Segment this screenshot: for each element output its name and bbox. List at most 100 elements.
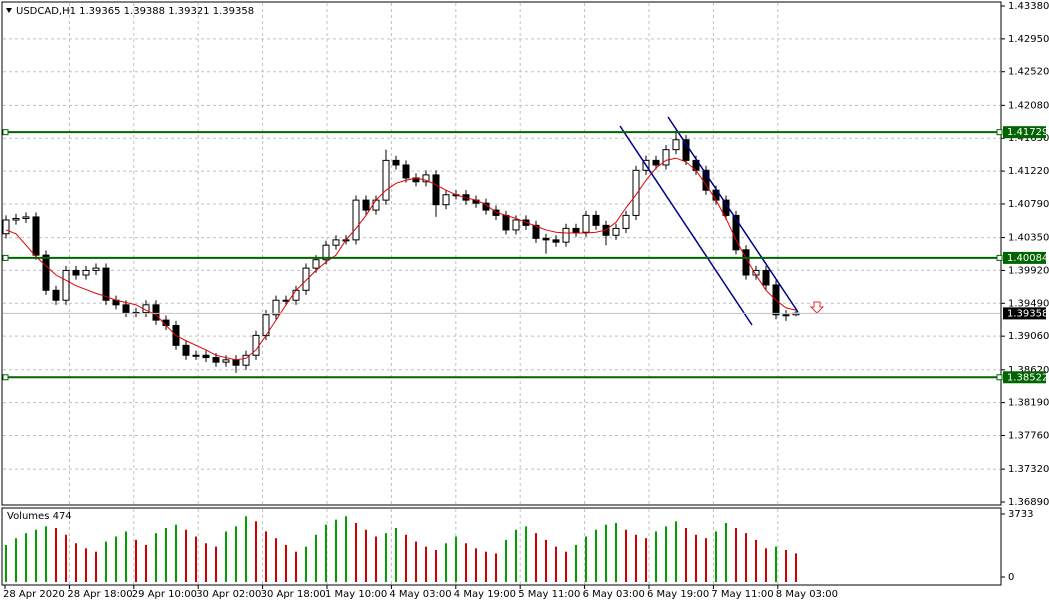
y-tick-label: 1.36890 [1008,497,1049,508]
candle-body [212,357,220,363]
candle-body [32,216,40,256]
candle-body [372,199,380,211]
x-tick-label: 30 Apr 02:00 [196,589,261,600]
price-panel [1,1,1002,506]
candle-body [232,359,240,366]
chart-title: USDCAD,H1 1.39365 1.39388 1.39321 1.3935… [16,6,254,17]
level-handle [996,254,1003,261]
grid [3,3,1000,584]
level-label: 1.38522 [1007,372,1048,383]
level-label: 1.40084 [1007,253,1048,264]
candle-body [542,237,550,241]
candle-body [392,159,400,166]
candle-body [422,174,430,183]
y-tick-label: 1.39920 [1008,265,1049,276]
candle-body [242,354,250,366]
candle-body [62,269,70,301]
y-tick-label: 1.41220 [1008,166,1049,177]
marks [2,130,800,582]
moving-average [5,157,797,361]
y-tick-label: 1.38620 [1008,365,1049,376]
candle-body [562,227,570,243]
x-tick-label: 4 May 03:00 [389,589,451,600]
candle-body [612,227,620,236]
candle-body [632,169,640,216]
level-label-box [1003,251,1046,264]
x-tick-label: 7 May 11:00 [711,589,773,600]
y-tick-label: 1.42950 [1008,34,1049,45]
x-tick-label: 5 May 11:00 [518,589,580,600]
candle-body [782,314,790,317]
y-tick-label: 1.39490 [1008,298,1049,309]
candle-body [622,214,630,229]
candle-body [552,239,560,243]
candle-body [652,159,660,166]
y-tick-label: 1.42520 [1008,67,1049,78]
candle-body [12,217,20,221]
x-tick-label: 8 May 03:00 [776,589,838,600]
y-tick-label: 1.37320 [1008,464,1049,475]
candle-body [332,239,340,246]
level-label-box [1003,371,1046,384]
level-handle [2,254,9,261]
volume-tick-label: 0 [1008,572,1014,583]
menu-triangle [6,8,12,13]
y-tick-label: 1.40790 [1008,199,1049,210]
candle-body [92,267,100,271]
candle-body [322,244,330,261]
level-handle [2,129,9,136]
x-tick-label: 28 Apr 18:00 [67,589,132,600]
candle-body [22,216,30,219]
y-tick-label: 1.42080 [1008,100,1049,111]
level-label: 1.41729 [1007,127,1048,138]
level-handle [996,129,1003,136]
candle-body [662,149,670,166]
candle-body [432,174,440,206]
current-price-box [1003,307,1046,320]
candle-body [102,267,110,301]
trend-line [619,125,753,326]
candle-body [42,254,50,291]
trend-line [667,116,799,313]
y-tick-label: 1.40350 [1008,233,1049,244]
candle-body [302,267,310,291]
volume-panel [1,507,1002,586]
y-tick-label: 1.38190 [1008,398,1049,409]
x-tick-label: 29 Apr 10:00 [132,589,197,600]
candle-body [312,259,320,269]
level-handle [996,374,1003,381]
candle-body [182,344,190,356]
x-tick-label: 1 May 10:00 [325,589,387,600]
candle-body [672,139,680,151]
sell-arrow [809,301,825,314]
y-tick-label: 1.41650 [1008,133,1049,144]
candle-body [572,227,580,233]
volume-title: Volumes 474 [7,511,72,522]
candle-body [532,224,540,239]
x-tick-label: 30 Apr 18:00 [261,589,326,600]
candle-body [292,289,300,301]
level-label-box [1003,126,1046,139]
candle-body [72,269,80,276]
candle-body [82,269,90,276]
y-tick-label: 1.39060 [1008,331,1049,342]
candle-body [152,304,160,321]
candle-body [502,214,510,231]
candle-body [682,139,690,161]
x-tick-label: 6 May 03:00 [583,589,645,600]
candle-body [362,199,370,211]
x-tick-label: 6 May 19:00 [647,589,709,600]
candle-body [402,164,410,179]
candle-body [222,359,230,363]
volume-tick-label: 3733 [1008,509,1033,520]
y-tick-label: 1.43380 [1008,1,1049,12]
x-tick-label: 28 Apr 2020 [3,589,65,600]
candle-body [442,194,450,206]
candle-body [202,354,210,359]
current-price-label: 1.39358 [1007,308,1048,319]
level-handle [2,374,9,381]
candle-body [272,299,280,316]
candle-body [582,214,590,233]
